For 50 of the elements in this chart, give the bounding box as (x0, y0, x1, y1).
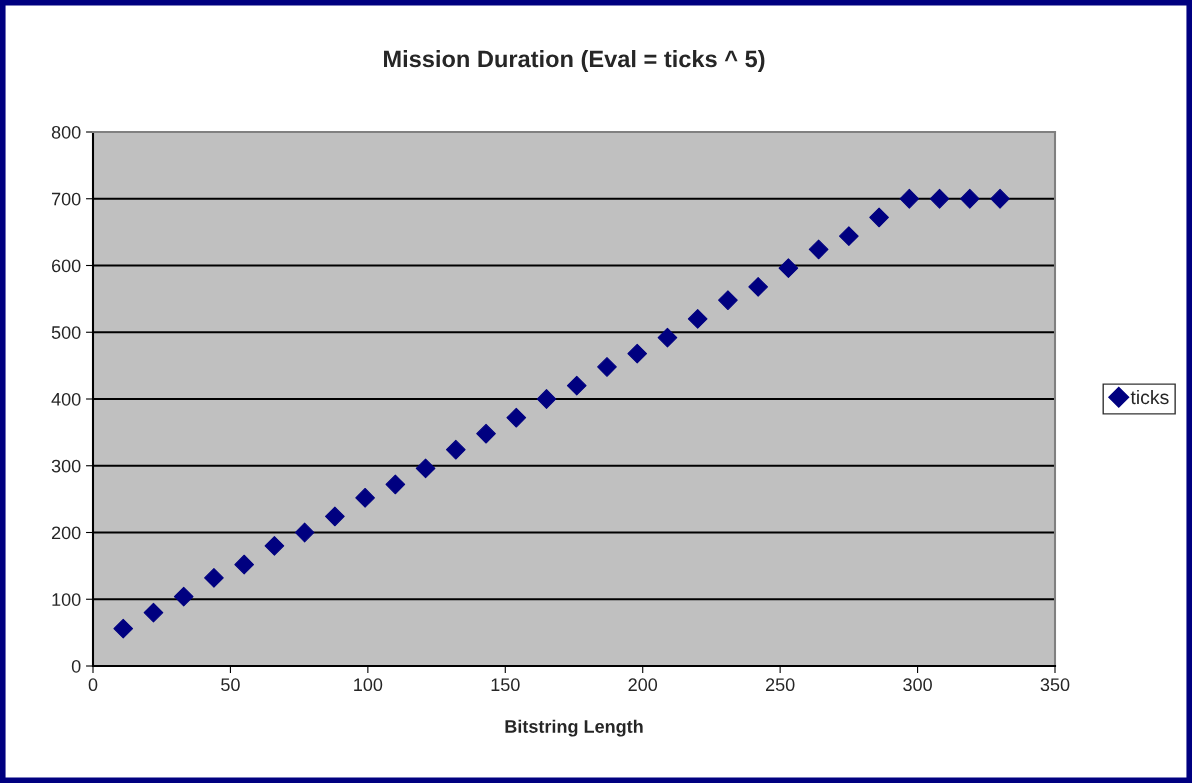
point (143, 602, 164, 623)
point (839, 226, 859, 246)
legend-label: ticks (1130, 389, 1169, 405)
point (657, 327, 678, 348)
point (264, 536, 285, 556)
point (476, 423, 496, 444)
y-tick-label: 800 (51, 125, 81, 139)
y-tick-label: 400 (51, 392, 81, 406)
point (325, 506, 345, 527)
point (627, 343, 648, 364)
y-tick-label: 500 (51, 326, 81, 339)
point (294, 522, 315, 543)
y-tick-label: 600 (51, 259, 81, 273)
point (959, 188, 980, 209)
x-tick-label: 0 (88, 678, 98, 692)
point (597, 357, 617, 377)
chart-title: Mission Duration (Eval = ticks ^ 5) (384, 50, 765, 73)
x-axis-title: Bitstring Length (505, 719, 643, 737)
point (687, 309, 708, 329)
x-tick-label: 50 (221, 678, 240, 692)
point (869, 207, 889, 228)
x-tick-label: 200 (628, 678, 658, 692)
y-tick-label: 700 (52, 192, 81, 206)
y-tick-label: 0 (71, 659, 81, 673)
point (566, 375, 587, 396)
point (536, 389, 557, 409)
point (808, 239, 829, 260)
point (204, 568, 224, 588)
x-tick-label: 300 (903, 678, 932, 692)
x-tick-label: 250 (765, 678, 795, 692)
point (445, 439, 466, 460)
y-tick-label: 200 (51, 526, 81, 540)
point (929, 188, 950, 209)
x-tick-label: 100 (354, 678, 383, 692)
y-tick-label: 100 (52, 593, 81, 606)
point (415, 458, 436, 479)
point (899, 188, 920, 209)
point (173, 586, 194, 607)
point (234, 554, 255, 575)
point (506, 407, 527, 428)
x-tick-label: 350 (1040, 678, 1070, 692)
y-tick-label: 300 (51, 459, 81, 473)
point (113, 618, 134, 639)
point (355, 487, 375, 508)
x-tick-label: 150 (491, 678, 520, 692)
point (778, 258, 799, 279)
point (748, 277, 768, 297)
point (718, 290, 738, 311)
point (385, 474, 406, 495)
point (990, 188, 1010, 209)
